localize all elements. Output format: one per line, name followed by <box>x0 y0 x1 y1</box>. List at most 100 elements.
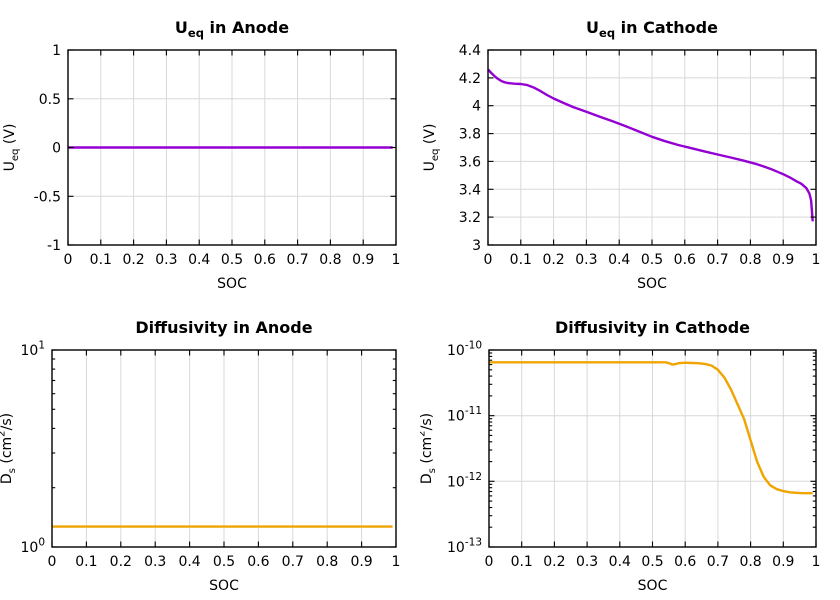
x-axis-label: SOC <box>637 276 667 292</box>
svg-text:3.4: 3.4 <box>459 182 481 198</box>
axis-ticks <box>488 349 817 548</box>
svg-text:0.1: 0.1 <box>511 554 533 570</box>
svg-text:0.8: 0.8 <box>316 554 338 570</box>
x-tick-labels: 0 0.1 0.2 0.3 0.4 0.5 0.6 0.7 0.8 0.9 1 <box>484 252 821 268</box>
axis-ticks <box>51 349 397 548</box>
svg-text:0.7: 0.7 <box>286 252 308 268</box>
svg-text:0.9: 0.9 <box>352 252 374 268</box>
svg-text:-1: -1 <box>47 238 61 254</box>
chart-title: Diffusivity in Cathode <box>555 318 750 337</box>
y-tick-labels: -1 -0.5 0 0.5 1 <box>34 43 61 254</box>
svg-text:0.7: 0.7 <box>282 554 304 570</box>
y-tick-labels: 3 3.2 3.4 3.6 3.8 4 4.2 4.4 <box>459 43 481 254</box>
svg-text:0.3: 0.3 <box>155 252 177 268</box>
svg-text:0.1: 0.1 <box>75 554 97 570</box>
series-line-diffusivity-cathode <box>489 361 813 495</box>
svg-text:3: 3 <box>472 238 481 254</box>
svg-text:0: 0 <box>485 554 494 570</box>
x-axis-label: SOC <box>217 276 247 292</box>
x-tick-labels: 0 0.1 0.2 0.3 0.4 0.5 0.6 0.7 0.8 0.9 1 <box>64 252 401 268</box>
svg-text:0.5: 0.5 <box>39 92 61 108</box>
svg-text:101: 101 <box>20 340 45 360</box>
svg-text:0.5: 0.5 <box>221 252 243 268</box>
svg-text:0.5: 0.5 <box>213 554 235 570</box>
svg-text:0.4: 0.4 <box>609 554 631 570</box>
y-tick-labels: 10-13 10-12 10-11 10-10 <box>447 340 482 557</box>
svg-text:0.2: 0.2 <box>543 554 565 570</box>
subplot-ueq-anode: 0 0.1 0.2 0.3 0.4 0.5 0.6 0.7 0.8 0.9 1 -1 -0.5 0 0.5 1… <box>0 0 420 300</box>
svg-text:0.6: 0.6 <box>254 252 276 268</box>
svg-text:0: 0 <box>64 252 73 268</box>
axis-ticks <box>487 49 817 246</box>
svg-text:0.7: 0.7 <box>706 252 728 268</box>
y-tick-labels: 100 101 <box>20 340 45 557</box>
svg-text:4.2: 4.2 <box>459 71 481 87</box>
svg-text:0.8: 0.8 <box>739 252 761 268</box>
svg-text:0.8: 0.8 <box>319 252 341 268</box>
ueq-anode-chart: 0 0.1 0.2 0.3 0.4 0.5 0.6 0.7 0.8 0.9 1 -1 -0.5 0 0.5 1… <box>2 18 401 292</box>
svg-text:0.4: 0.4 <box>178 554 200 570</box>
axis-ticks <box>67 49 397 246</box>
svg-text:0.2: 0.2 <box>542 252 564 268</box>
svg-text:0: 0 <box>48 554 57 570</box>
x-axis-label: SOC <box>209 578 239 594</box>
svg-text:10-13: 10-13 <box>447 537 482 557</box>
chart-title: Ueq in Anode <box>175 18 289 40</box>
svg-text:-0.5: -0.5 <box>34 189 61 205</box>
svg-text:1: 1 <box>392 554 401 570</box>
subplot-diffusivity-cathode: 0 0.1 0.2 0.3 0.4 0.5 0.6 0.7 0.8 0.9 1 10-13 10-12 1… <box>420 300 840 600</box>
grid <box>487 49 817 246</box>
svg-text:0.2: 0.2 <box>110 554 132 570</box>
svg-text:1: 1 <box>52 43 61 59</box>
svg-text:0.9: 0.9 <box>772 252 794 268</box>
svg-text:0: 0 <box>484 252 493 268</box>
y-axis-label: Ds (cm2/s) <box>0 413 18 484</box>
diffusivity-cathode-chart: 0 0.1 0.2 0.3 0.4 0.5 0.6 0.7 0.8 0.9 110-1310-121… <box>420 318 821 594</box>
chart-title: Diffusivity in Anode <box>135 318 312 337</box>
x-tick-labels: 0 0.1 0.2 0.3 0.4 0.5 0.6 0.7 0.8 0.9 1 <box>48 554 401 570</box>
svg-text:10-12: 10-12 <box>447 471 482 491</box>
svg-text:0.1: 0.1 <box>510 252 532 268</box>
y-axis-label: Ueq (V) <box>422 124 441 172</box>
svg-text:0.6: 0.6 <box>674 252 696 268</box>
svg-text:0.7: 0.7 <box>707 554 729 570</box>
svg-text:0: 0 <box>52 141 61 157</box>
svg-text:0.4: 0.4 <box>188 252 210 268</box>
svg-text:1: 1 <box>812 252 821 268</box>
svg-text:3.8: 3.8 <box>459 127 481 143</box>
svg-text:3.2: 3.2 <box>459 210 481 226</box>
svg-text:1: 1 <box>392 252 401 268</box>
svg-text:0.3: 0.3 <box>575 252 597 268</box>
diffusivity-anode-chart: 0 0.1 0.2 0.3 0.4 0.5 0.6 0.7 0.8 0.9 1 100 101 Diffu… <box>0 318 401 594</box>
svg-text:0.3: 0.3 <box>144 554 166 570</box>
subplot-ueq-cathode: 0 0.1 0.2 0.3 0.4 0.5 0.6 0.7 0.8 0.9 1 3 3.2 3.4 3.6 3… <box>420 0 840 300</box>
svg-text:0.6: 0.6 <box>674 554 696 570</box>
svg-text:0.8: 0.8 <box>739 554 761 570</box>
svg-text:100: 100 <box>20 537 45 557</box>
svg-text:3.6: 3.6 <box>459 154 481 170</box>
y-axis-label: Ueq (V) <box>2 124 21 172</box>
svg-text:0.1: 0.1 <box>90 252 112 268</box>
svg-text:0.6: 0.6 <box>247 554 269 570</box>
svg-text:0.5: 0.5 <box>641 554 663 570</box>
svg-text:10-11: 10-11 <box>447 405 482 425</box>
x-tick-labels: 0 0.1 0.2 0.3 0.4 0.5 0.6 0.7 0.8 0.9 1 <box>485 554 821 570</box>
grid <box>51 349 397 548</box>
x-axis-label: SOC <box>638 578 668 594</box>
svg-text:10-10: 10-10 <box>447 340 482 360</box>
svg-text:1: 1 <box>812 554 821 570</box>
svg-text:0.9: 0.9 <box>772 554 794 570</box>
ueq-cathode-chart: 0 0.1 0.2 0.3 0.4 0.5 0.6 0.7 0.8 0.9 133.23.43.63… <box>422 18 821 292</box>
svg-text:0.4: 0.4 <box>608 252 630 268</box>
svg-text:0.3: 0.3 <box>576 554 598 570</box>
series-line-ueq-cathode <box>487 68 814 222</box>
svg-text:4.4: 4.4 <box>459 43 481 59</box>
y-axis-label: Ds (cm2/s) <box>420 413 438 484</box>
chart-title: Ueq in Cathode <box>586 18 718 40</box>
svg-text:0.2: 0.2 <box>122 252 144 268</box>
svg-text:4: 4 <box>472 99 481 115</box>
svg-text:0.9: 0.9 <box>350 554 372 570</box>
subplot-diffusivity-anode: 0 0.1 0.2 0.3 0.4 0.5 0.6 0.7 0.8 0.9 1 100 101 Diffu… <box>0 300 420 600</box>
svg-text:0.5: 0.5 <box>641 252 663 268</box>
